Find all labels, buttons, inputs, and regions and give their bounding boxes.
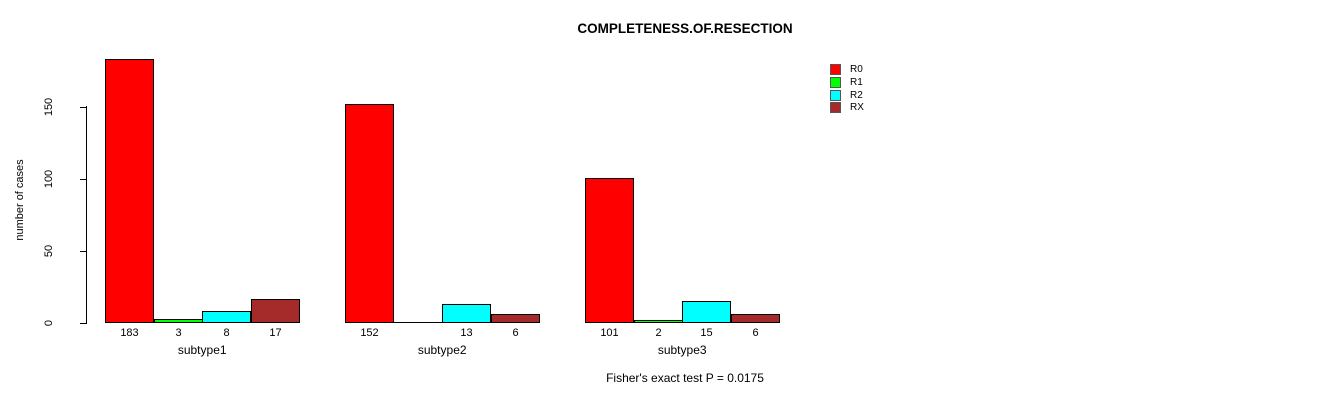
chart-title: COMPLETENESS.OF.RESECTION (577, 21, 793, 36)
bar-subtype1-R2 (202, 311, 251, 323)
legend-swatch-R0-icon (830, 64, 841, 75)
bar-value-label: 3 (175, 327, 182, 339)
y-axis-line (86, 106, 87, 323)
bar-value-label: 101 (600, 327, 619, 339)
bar-value-label: 13 (460, 327, 473, 339)
bar-value-label: 6 (752, 327, 759, 339)
legend-label: R1 (850, 77, 863, 88)
bar-value-label: 183 (120, 327, 139, 339)
y-tick-mark (80, 178, 87, 180)
legend-label: R2 (850, 90, 863, 101)
bar-subtype3-R0 (585, 178, 634, 323)
bar-subtype3-R2 (682, 301, 731, 323)
y-tick-mark (80, 250, 87, 252)
bar-subtype1-R1 (154, 319, 203, 323)
bar-subtype2-RX (491, 314, 540, 323)
x-axis-label-subtype1: subtype1 (177, 343, 227, 357)
bar-value-label: 8 (223, 327, 230, 339)
y-tick-label: 150 (43, 97, 55, 117)
y-axis-label: number of cases (14, 159, 26, 241)
bar-subtype2-R2 (442, 304, 491, 323)
legend-swatch-R1-icon (830, 77, 841, 88)
y-tick-label: 100 (43, 169, 55, 189)
bar-subtype2-R1 (394, 322, 443, 323)
legend-swatch-R2-icon (830, 90, 841, 101)
bar-subtype1-RX (251, 299, 300, 323)
bar-subtype1-R0 (105, 59, 154, 323)
legend-swatch-RX-icon (830, 102, 841, 113)
stat-test-annotation: Fisher's exact test P = 0.0175 (606, 371, 764, 385)
bar-value-label: 152 (360, 327, 379, 339)
bar-value-label: 2 (655, 327, 662, 339)
y-tick-label: 50 (43, 244, 55, 258)
x-axis-label-subtype2: subtype2 (417, 343, 467, 357)
bar-value-label: 15 (700, 327, 713, 339)
bar-value-label: 17 (269, 327, 282, 339)
y-tick-mark (80, 322, 87, 324)
legend-label: RX (850, 102, 864, 113)
bar-subtype3-RX (731, 314, 780, 323)
bar-subtype3-R1 (634, 320, 683, 323)
bar-subtype2-R0 (345, 104, 394, 323)
legend-label: R0 (850, 64, 863, 75)
y-tick-mark (80, 106, 87, 108)
y-tick-label: 0 (43, 319, 55, 327)
bar-value-label: 6 (512, 327, 519, 339)
x-axis-label-subtype3: subtype3 (657, 343, 707, 357)
